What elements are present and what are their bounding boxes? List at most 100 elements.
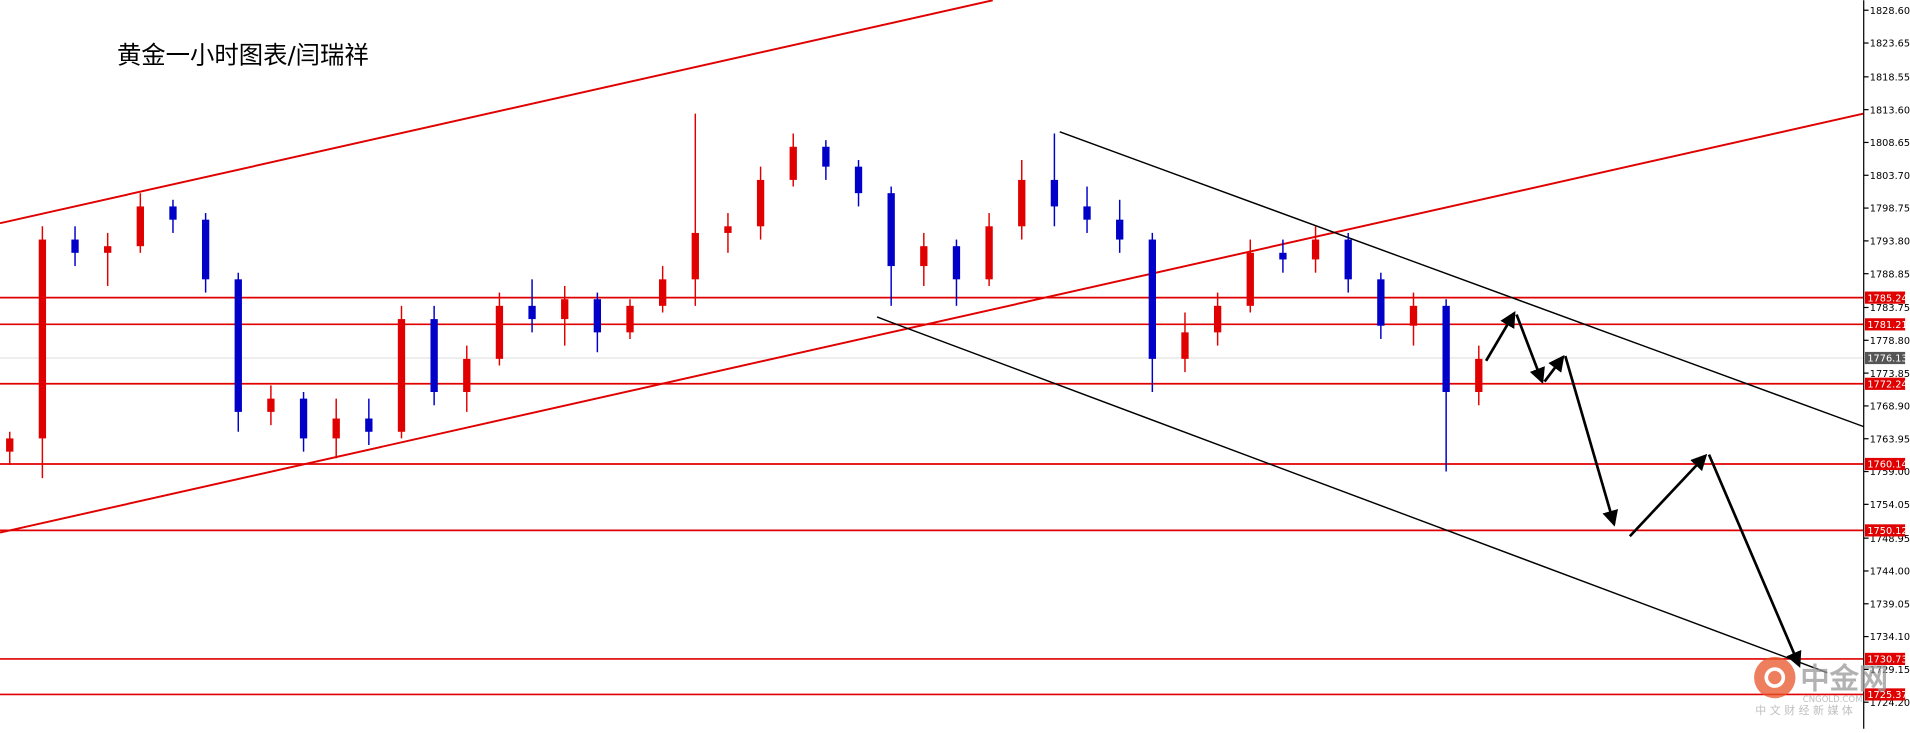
y-tick-label: 1808.65 <box>1870 138 1910 149</box>
candle-body <box>789 146 797 180</box>
candle-body <box>593 299 602 333</box>
candle-body <box>1311 239 1320 260</box>
candle-body <box>104 246 112 253</box>
level-label: 1776.13 <box>1867 354 1907 365</box>
candle-body <box>724 226 732 233</box>
trend-line <box>0 112 1864 534</box>
y-tick-label: 1783.75 <box>1870 303 1910 314</box>
candles <box>6 113 1483 479</box>
arrow <box>1543 355 1565 383</box>
trend-line <box>876 316 1828 674</box>
candle-body <box>1213 305 1222 333</box>
level-label-box <box>1864 688 1906 701</box>
candle-body <box>952 246 961 280</box>
candle-body <box>854 166 863 194</box>
candle-body <box>756 179 765 227</box>
candle-body <box>1083 206 1091 220</box>
candle-body <box>169 206 177 220</box>
candle-body <box>6 438 14 452</box>
candle-body <box>1181 332 1189 359</box>
watermark-domain: CNGOLD.COM <box>1803 695 1863 705</box>
candle-body <box>561 299 569 320</box>
y-tick-label: 1734.10 <box>1870 632 1910 643</box>
candle-body <box>38 239 47 439</box>
candle-body <box>1018 179 1026 227</box>
arrow <box>1515 314 1545 385</box>
candle-body <box>626 305 634 333</box>
y-tick-label: 1729.15 <box>1870 665 1910 676</box>
candle-body <box>365 418 373 432</box>
y-tick-label: 1763.95 <box>1870 434 1910 445</box>
candle-body <box>1344 239 1352 280</box>
candle-body <box>430 319 438 393</box>
projection-arrows <box>1484 311 1802 668</box>
arrow <box>1563 355 1618 527</box>
candle-body <box>463 358 471 393</box>
y-tick-label: 1778.80 <box>1870 336 1910 347</box>
y-tick-label: 1803.70 <box>1870 171 1910 182</box>
candle-body <box>691 232 699 280</box>
level-label-box <box>1864 652 1906 666</box>
y-tick-label: 1724.20 <box>1870 698 1910 709</box>
candle-body <box>658 279 667 306</box>
candle-body <box>1475 358 1483 393</box>
y-tick-label: 1828.60 <box>1870 6 1910 17</box>
candle-body <box>495 305 504 359</box>
level-label: 1760.14 <box>1867 460 1907 471</box>
candle-body <box>1409 305 1418 326</box>
watermark-logo <box>1754 656 1796 699</box>
levels <box>0 296 1864 696</box>
candle-body <box>1377 279 1385 326</box>
candle-body <box>201 219 210 280</box>
arrow <box>1707 454 1802 668</box>
trend-line <box>0 0 993 225</box>
y-tick-label: 1773.85 <box>1870 369 1910 380</box>
candle-body <box>1148 239 1156 359</box>
candle-body <box>397 319 406 432</box>
y-tick-label: 1793.80 <box>1870 237 1910 248</box>
arrow <box>1484 311 1516 362</box>
y-tick-label: 1744.00 <box>1870 567 1910 578</box>
level-label: 1785.24 <box>1867 293 1907 304</box>
y-tick-label: 1754.05 <box>1870 500 1910 511</box>
y-tick-label: 1739.05 <box>1870 599 1910 610</box>
candle-body <box>528 305 536 320</box>
candle-body <box>1116 219 1124 240</box>
watermark: 中金网 CNGOLD.COM 中 文 财 经 新 媒 体 <box>1754 656 1888 717</box>
arrow <box>1628 453 1708 538</box>
candle-body <box>299 398 308 439</box>
level-label: 1781.21 <box>1867 320 1907 331</box>
y-tick-label: 1823.65 <box>1870 39 1910 50</box>
candle-body <box>136 206 144 247</box>
level-label: 1772.24 <box>1867 379 1907 390</box>
level-label-box <box>1864 377 1906 390</box>
level-label: 1725.37 <box>1867 690 1907 701</box>
candle-body <box>267 398 275 412</box>
y-tick-label: 1798.75 <box>1870 204 1910 215</box>
y-tick-label: 1748.95 <box>1870 534 1910 545</box>
y-ticks: 1828.60 1823.65 1818.55 1813.60 1808.65 1803.… <box>1863 6 1910 709</box>
level-label: 1750.12 <box>1867 526 1907 537</box>
candle-body <box>1279 252 1287 260</box>
level-label-box <box>1864 318 1906 331</box>
level-label-box <box>1864 457 1906 471</box>
candle-body <box>985 226 993 280</box>
candle-body <box>920 246 928 267</box>
candle-body <box>822 146 830 167</box>
level-label-box <box>1864 291 1906 304</box>
candle-body <box>332 418 340 439</box>
candle-body <box>1246 252 1254 306</box>
trend-line <box>1059 131 1864 428</box>
candle-body <box>234 279 242 412</box>
y-tick-label: 1759.00 <box>1870 467 1910 478</box>
watermark-tagline: 中 文 财 经 新 媒 体 <box>1755 703 1853 717</box>
candle-body <box>1050 179 1059 207</box>
level-label-box <box>1864 524 1906 537</box>
level-labels: 1785.24 1781.21 1772.24 1760.14 1750.12 1730.… <box>1864 291 1908 701</box>
watermark-brand: 中金网 <box>1800 662 1888 696</box>
candle-body <box>887 193 895 267</box>
y-tick-label: 1813.60 <box>1870 105 1910 116</box>
chart-title: 黄金一小时图表/闫瑞祥 <box>117 41 369 70</box>
